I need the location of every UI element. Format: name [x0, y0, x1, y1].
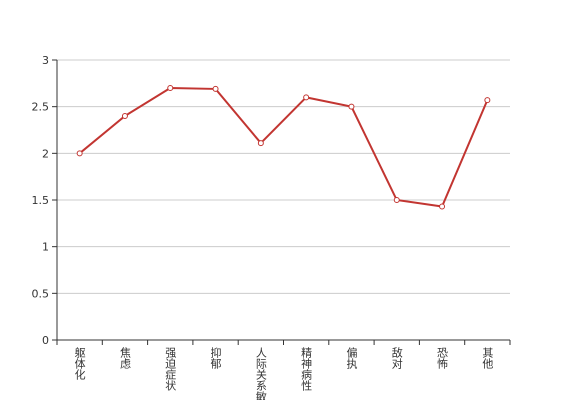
- y-tick-label: 0.5: [32, 287, 50, 300]
- point: [393, 197, 400, 203]
- x-tick-label: 偏执: [345, 346, 358, 370]
- point: [167, 85, 174, 91]
- y-tick-label: 3: [42, 54, 49, 67]
- point: [121, 113, 128, 119]
- point: [257, 140, 264, 147]
- x-tick-label: 焦虑: [118, 347, 131, 369]
- x-tick-label: 其他: [481, 347, 494, 369]
- point: [439, 203, 446, 210]
- x-tick-label: 躯体化: [73, 347, 86, 381]
- x-tick-label: 恐怖: [436, 347, 449, 369]
- y-tick-label: 1: [42, 241, 49, 254]
- x-tick-label: 抑郁: [209, 346, 222, 369]
- x-tick-label: 强迫症状: [164, 347, 177, 391]
- y-tick-label: 1.5: [32, 194, 50, 207]
- point: [348, 103, 355, 110]
- x-tick-label: 敌对: [390, 346, 403, 369]
- x-tick-label: 精神病性: [300, 347, 313, 392]
- y-tick-label: 2.5: [32, 101, 50, 114]
- line: [79, 86, 489, 208]
- y-tick-label: 2: [42, 147, 49, 160]
- point: [76, 150, 83, 157]
- x-tick-label: 人际关系敏感: [254, 347, 267, 400]
- point: [303, 94, 310, 101]
- point: [212, 85, 219, 92]
- y-tick-label: 0: [42, 334, 49, 347]
- point: [484, 97, 491, 104]
